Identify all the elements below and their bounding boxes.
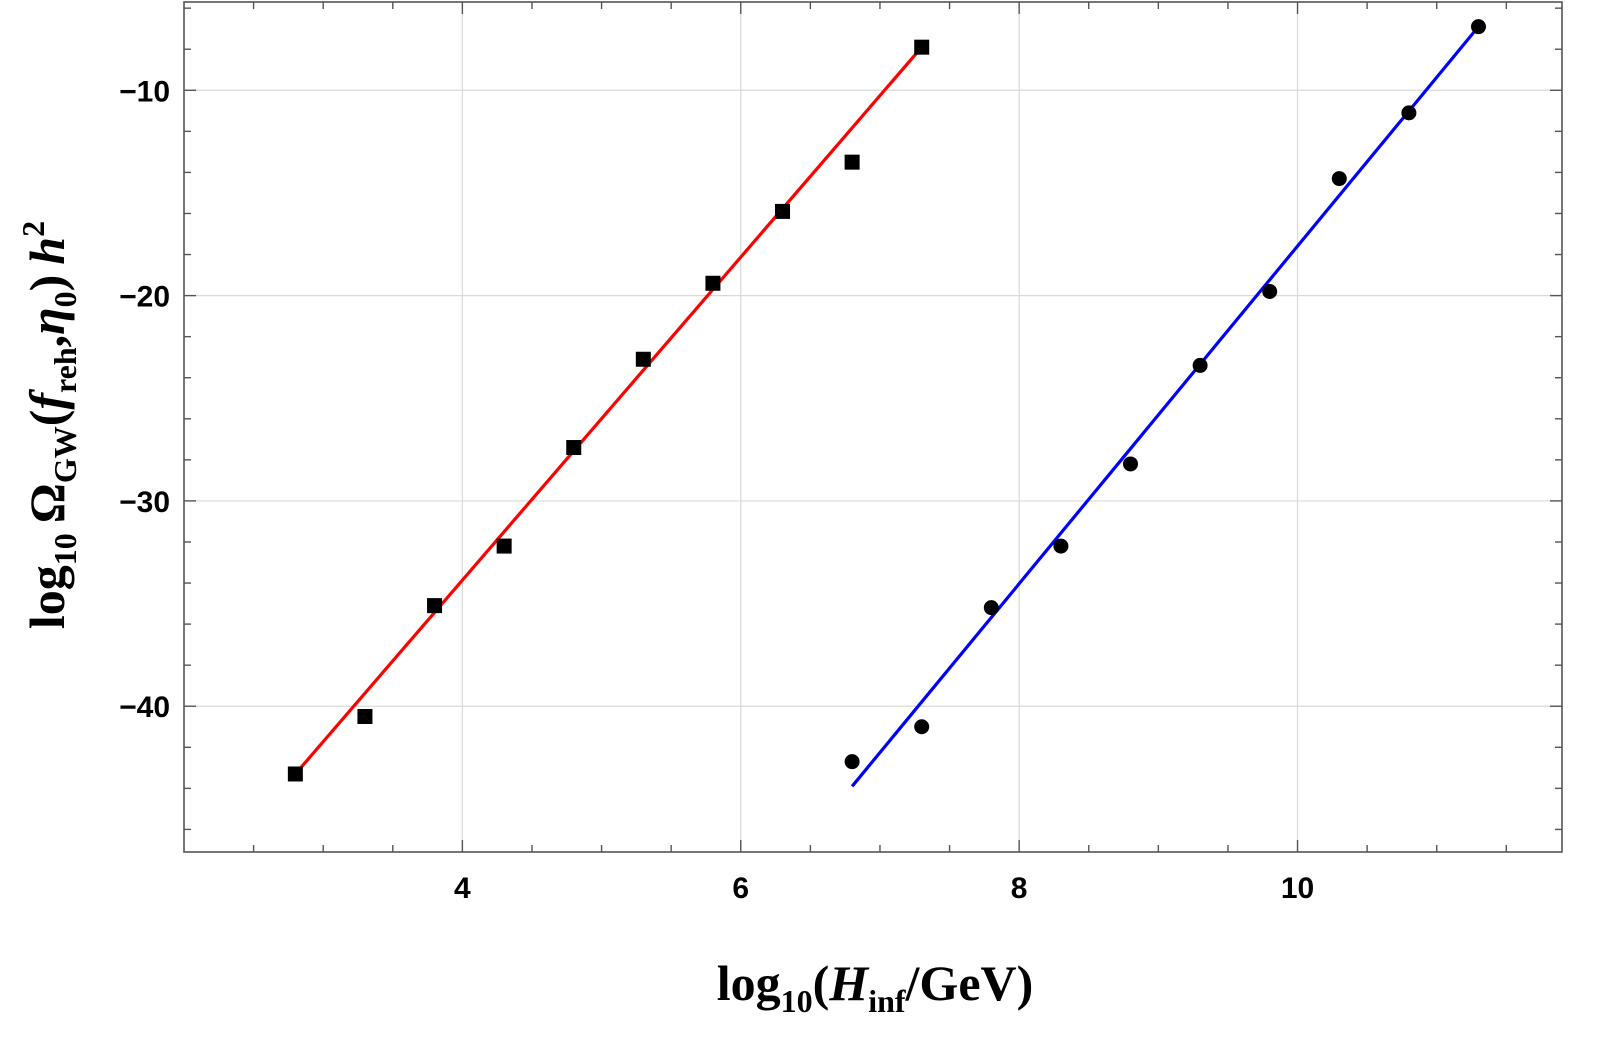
- square-point: [635, 351, 651, 367]
- square-point: [496, 538, 512, 554]
- y-axis-title: log10 ΩGW(freh,η0) h2: [15, 221, 83, 629]
- square-point: [914, 39, 930, 55]
- square-point: [566, 440, 582, 456]
- circle-point: [1401, 105, 1417, 121]
- y-title-comma: ,: [19, 335, 75, 348]
- x-title-open: (: [813, 955, 830, 1011]
- y-title-omega-sub: GW: [47, 426, 83, 483]
- y-tick-label: −10: [119, 75, 170, 108]
- y-title-h-sup: 2: [15, 221, 51, 237]
- x-title-sub: 10: [781, 983, 813, 1019]
- x-tick-label: 6: [732, 872, 749, 905]
- square-point: [705, 275, 721, 291]
- circle-point: [1470, 19, 1486, 35]
- plot-frame: [183, 1, 1563, 853]
- y-title-f: f: [19, 389, 75, 410]
- y-title-eta: η: [19, 307, 75, 334]
- y-title-h: h: [19, 237, 75, 265]
- circle-point: [1053, 538, 1069, 554]
- fit-lines: [294, 25, 1480, 788]
- circle-point: [1262, 283, 1278, 299]
- data-points: [287, 19, 1486, 782]
- fit-line: [294, 46, 923, 776]
- tick-labels: 4 6 8 10 −10 −20 −30 −40: [119, 75, 1314, 905]
- axis-ticks: [184, 2, 1562, 852]
- square-point: [427, 598, 443, 614]
- y-title-close: ): [19, 275, 75, 292]
- y-title-log: log: [19, 565, 75, 629]
- y-tick-label: −20: [119, 281, 170, 314]
- x-title-var: H: [828, 955, 870, 1011]
- x-tick-label: 8: [1011, 872, 1028, 905]
- y-title-f-sub: reh: [47, 347, 83, 393]
- y-tick-label: −30: [119, 486, 170, 519]
- grid: [184, 2, 1562, 852]
- circle-point: [914, 719, 930, 735]
- square-point: [357, 708, 373, 724]
- x-axis-title: log10(Hinf/GeV): [717, 955, 1034, 1019]
- circle-point: [1192, 357, 1208, 373]
- y-title-omega: Ω: [19, 483, 75, 523]
- circle-point: [1331, 171, 1347, 187]
- square-point: [844, 154, 860, 170]
- circle-point: [1123, 456, 1139, 472]
- x-title-var-sub: inf: [868, 983, 906, 1019]
- square-point: [775, 203, 791, 219]
- circle-point: [844, 754, 860, 770]
- circle-point: [983, 600, 999, 616]
- y-title-eta-sub: 0: [47, 291, 83, 307]
- y-title-sub: 10: [47, 533, 83, 565]
- x-tick-label: 4: [454, 872, 471, 905]
- y-tick-label: −40: [119, 691, 170, 724]
- fit-line: [850, 25, 1480, 788]
- x-title-rest: /GeV): [905, 955, 1034, 1011]
- x-title-log: log: [717, 955, 781, 1011]
- y-title-open: (: [19, 410, 75, 427]
- square-point: [287, 766, 303, 782]
- x-tick-label: 10: [1281, 872, 1314, 905]
